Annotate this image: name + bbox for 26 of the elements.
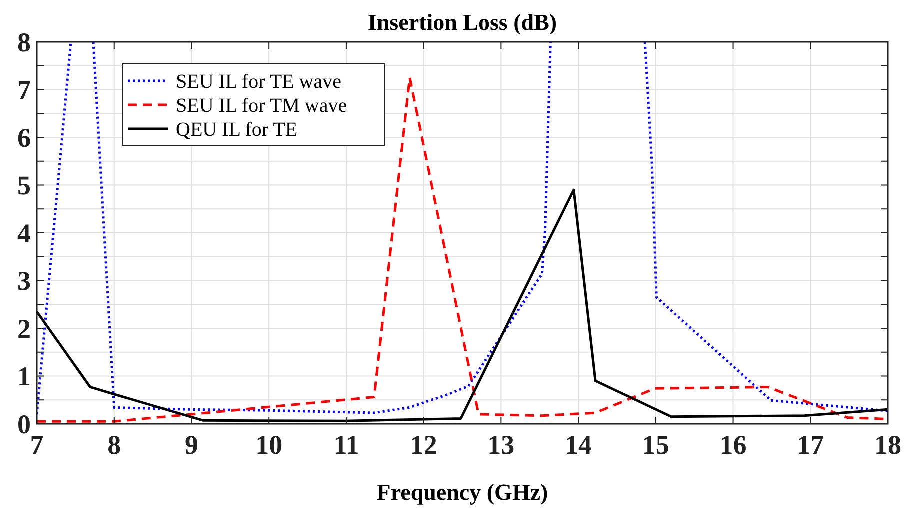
- x-tick-label: 8: [108, 430, 122, 460]
- y-tick-label: 0: [18, 409, 31, 440]
- y-tick-label: 3: [18, 266, 31, 296]
- legend-label: SEU IL for TE wave: [176, 71, 342, 93]
- y-tick-label: 7: [18, 75, 31, 106]
- x-tick-label: 15: [642, 430, 670, 460]
- y-tick-label: 2: [18, 314, 31, 344]
- x-tick-label: 9: [184, 430, 198, 460]
- x-tick-label: 12: [410, 430, 438, 460]
- x-tick-label: 17: [797, 430, 824, 460]
- x-tick-label: 18: [874, 430, 902, 460]
- x-tick-label: 13: [488, 430, 515, 460]
- legend-label: QEU IL for TE: [176, 119, 298, 141]
- y-tick-label: 5: [18, 170, 31, 201]
- y-tick-label: 8: [18, 27, 31, 58]
- legend-label: SEU IL for TM wave: [176, 95, 348, 117]
- y-tick-label: 6: [18, 122, 31, 153]
- x-tick-label: 10: [256, 430, 283, 460]
- x-axis-title: Frequency (GHz): [376, 480, 548, 505]
- y-tick-label: 4: [18, 218, 31, 248]
- line-series: [37, 188, 888, 422]
- y-tick-label: 1: [18, 362, 31, 392]
- chart-title: Insertion Loss (dB): [368, 10, 558, 35]
- x-tick-label: 16: [720, 430, 747, 460]
- x-tick-label: 11: [334, 430, 360, 460]
- x-tick-label: 14: [565, 430, 592, 460]
